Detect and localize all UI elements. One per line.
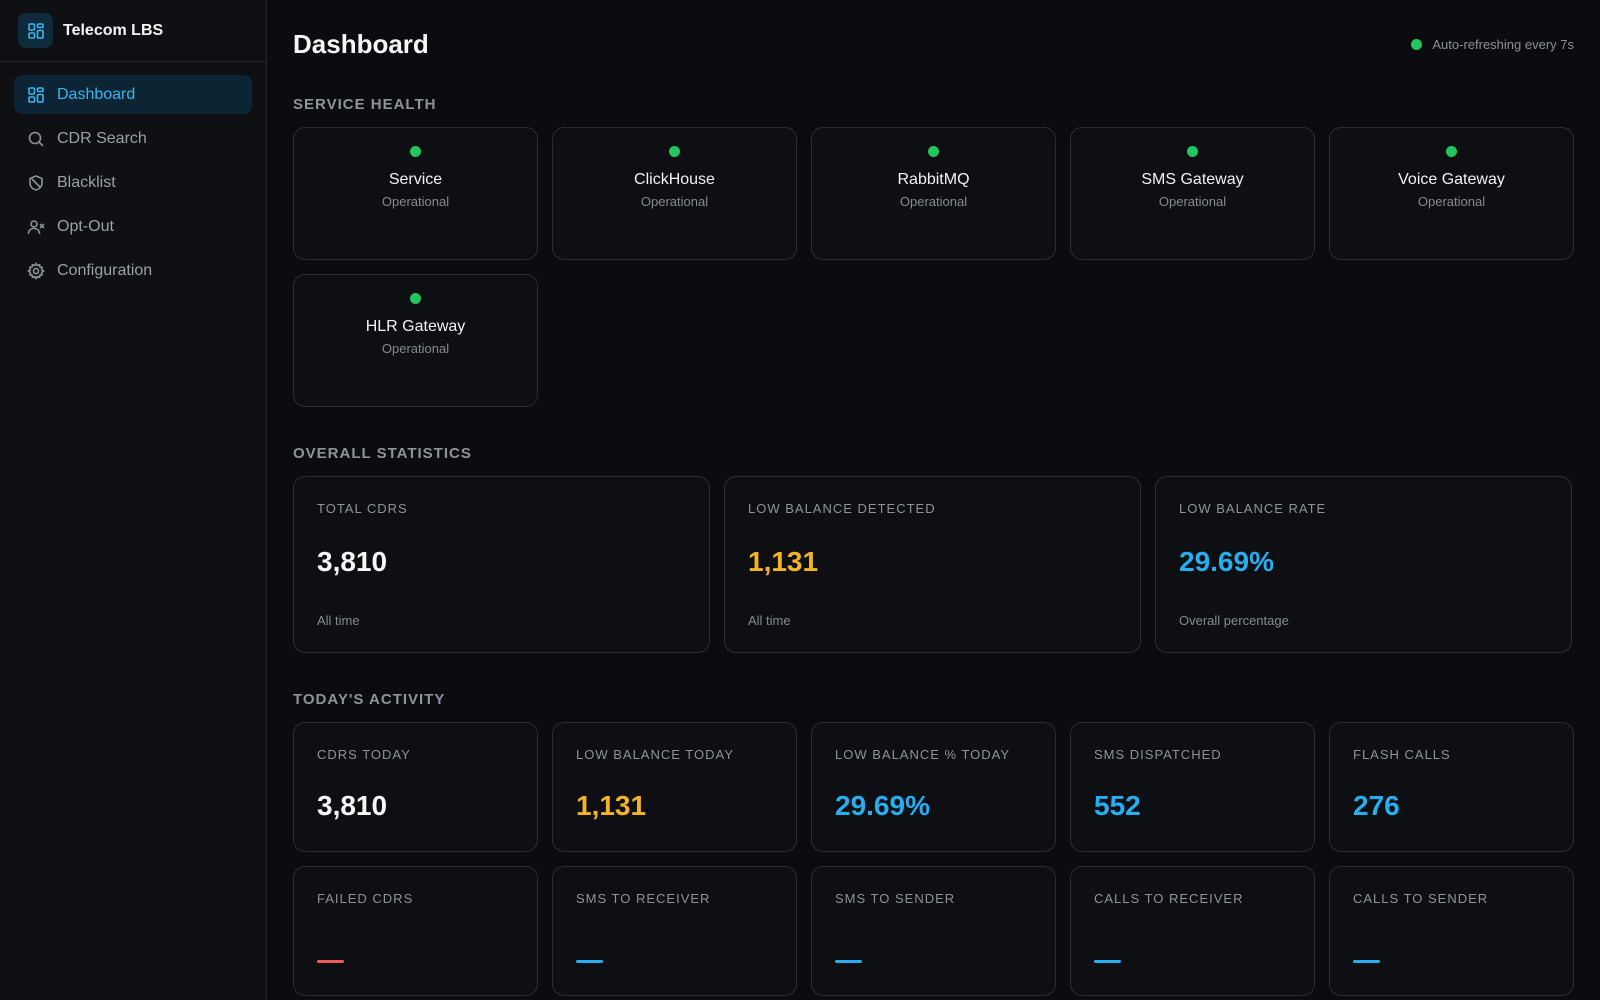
main-content: Dashboard Auto-refreshing every 7s SERVI… xyxy=(267,0,1600,1000)
status-dot-icon xyxy=(1446,146,1457,157)
brand: Telecom LBS xyxy=(0,0,266,62)
search-icon xyxy=(28,131,44,147)
stat-card-total-cdrs: TOTAL CDRS 3,810 All time xyxy=(293,476,710,653)
stat-value: 1,131 xyxy=(576,790,647,821)
service-card: SMS Gateway Operational xyxy=(1070,127,1315,260)
stat-label: LOW BALANCE % TODAY xyxy=(835,747,1011,762)
service-name: RabbitMQ xyxy=(897,171,970,188)
stat-label: SMS TO SENDER xyxy=(835,891,956,906)
service-status: Operational xyxy=(381,341,450,356)
sidebar-item-label: Configuration xyxy=(57,261,153,279)
service-status: Operational xyxy=(1158,194,1227,209)
dashboard-icon xyxy=(28,86,44,103)
stat-card-sms-to-receiver: SMS TO RECEIVER xyxy=(552,866,797,996)
stat-label: SMS DISPATCHED xyxy=(1094,747,1222,762)
stat-value: 276 xyxy=(1353,790,1400,821)
sidebar-item-label: Dashboard xyxy=(57,85,136,103)
status-dot-icon xyxy=(410,293,421,304)
stat-value: 3,810 xyxy=(317,790,388,821)
sidebar-item-dashboard[interactable]: Dashboard xyxy=(14,75,252,114)
section-title-overall-statistics: OVERALL STATISTICS xyxy=(293,445,472,462)
service-name: ClickHouse xyxy=(634,171,715,188)
status-dot-icon xyxy=(1411,38,1423,50)
service-name: Voice Gateway xyxy=(1398,171,1505,188)
stat-value: 3,810 xyxy=(317,546,388,577)
today-activity-grid: CDRS TODAY 3,810 LOW BALANCE TODAY 1,131… xyxy=(293,722,1574,996)
empty-value-dash xyxy=(1094,960,1121,963)
user-x-icon xyxy=(27,219,45,234)
stat-value: 1,131 xyxy=(748,546,819,577)
service-name: Service xyxy=(388,171,443,188)
section-title-service-health: SERVICE HEALTH xyxy=(293,96,437,113)
stat-label: CDRS TODAY xyxy=(317,747,411,762)
service-card: ClickHouse Operational xyxy=(552,127,797,260)
stat-label: CALLS TO RECEIVER xyxy=(1094,891,1244,906)
service-status: Operational xyxy=(899,194,968,209)
auto-refresh-indicator: Auto-refreshing every 7s xyxy=(1411,37,1574,52)
stat-card-low-balance-today: LOW BALANCE TODAY 1,131 xyxy=(552,722,797,852)
stat-value: 552 xyxy=(1094,790,1141,821)
service-health-grid: Service Operational ClickHouse Operation… xyxy=(293,127,1574,407)
stat-card-sms-to-sender: SMS TO SENDER xyxy=(811,866,1056,996)
stat-subtext: All time xyxy=(748,613,791,628)
stat-subtext: Overall percentage xyxy=(1179,613,1289,628)
status-dot-icon xyxy=(928,146,939,157)
stat-label: LOW BALANCE TODAY xyxy=(576,747,734,762)
sidebar-nav: Dashboard CDR Search Blacklist Opt-O xyxy=(0,62,266,303)
empty-value-dash xyxy=(1353,960,1380,963)
service-card: HLR Gateway Operational xyxy=(293,274,538,407)
stat-label: FAILED CDRS xyxy=(317,891,414,906)
sidebar-item-label: CDR Search xyxy=(57,129,147,147)
service-card: Voice Gateway Operational xyxy=(1329,127,1574,260)
empty-value-dash xyxy=(835,960,862,963)
sidebar-item-opt-out[interactable]: Opt-Out xyxy=(14,207,252,246)
overall-stats-grid: TOTAL CDRS 3,810 All time LOW BALANCE DE… xyxy=(293,476,1574,653)
sidebar-item-label: Opt-Out xyxy=(57,217,114,235)
stat-label: CALLS TO SENDER xyxy=(1353,891,1489,906)
sidebar: Telecom LBS Dashboard CDR Search xyxy=(0,0,267,1000)
auto-refresh-text: Auto-refreshing every 7s xyxy=(1432,36,1574,52)
empty-value-dash xyxy=(317,960,344,963)
service-status: Operational xyxy=(381,194,450,209)
stat-card-calls-to-receiver: CALLS TO RECEIVER xyxy=(1070,866,1315,996)
stat-card-low-balance-pct-today: LOW BALANCE % TODAY 29.69% xyxy=(811,722,1056,852)
status-dot-icon xyxy=(410,146,421,157)
sidebar-item-blacklist[interactable]: Blacklist xyxy=(14,163,252,202)
gear-icon xyxy=(27,261,45,280)
stat-label: FLASH CALLS xyxy=(1353,747,1451,762)
empty-value-dash xyxy=(576,960,603,963)
stat-card-failed-cdrs: FAILED CDRS xyxy=(293,866,538,996)
stat-card-calls-to-sender: CALLS TO SENDER xyxy=(1329,866,1574,996)
stat-card-low-balance-detected: LOW BALANCE DETECTED 1,131 All time xyxy=(724,476,1141,653)
status-dot-icon xyxy=(1187,146,1198,157)
status-dot-icon xyxy=(669,146,680,157)
section-title-todays-activity: TODAY'S ACTIVITY xyxy=(293,691,446,708)
stat-value: 29.69% xyxy=(835,790,930,821)
stat-subtext: All time xyxy=(317,613,360,628)
service-name: HLR Gateway xyxy=(365,318,466,335)
service-card: RabbitMQ Operational xyxy=(811,127,1056,260)
stat-label: LOW BALANCE RATE xyxy=(1179,501,1327,516)
stat-label: LOW BALANCE DETECTED xyxy=(748,501,936,516)
page-header: Dashboard Auto-refreshing every 7s xyxy=(293,0,1574,88)
sidebar-item-cdr-search[interactable]: CDR Search xyxy=(14,119,252,158)
stat-card-cdrs-today: CDRS TODAY 3,810 xyxy=(293,722,538,852)
sidebar-item-configuration[interactable]: Configuration xyxy=(14,251,252,290)
service-card: Service Operational xyxy=(293,127,538,260)
page-title: Dashboard xyxy=(293,28,429,59)
shield-off-icon xyxy=(29,174,43,191)
brand-logo-icon xyxy=(18,13,53,48)
service-status: Operational xyxy=(1417,194,1486,209)
stat-card-flash-calls: FLASH CALLS 276 xyxy=(1329,722,1574,852)
stat-label: TOTAL CDRS xyxy=(317,501,408,516)
stat-card-sms-dispatched: SMS DISPATCHED 552 xyxy=(1070,722,1315,852)
brand-name: Telecom LBS xyxy=(63,21,164,39)
stat-label: SMS TO RECEIVER xyxy=(576,891,711,906)
service-name: SMS Gateway xyxy=(1141,171,1244,188)
stat-card-low-balance-rate: LOW BALANCE RATE 29.69% Overall percenta… xyxy=(1155,476,1572,653)
sidebar-item-label: Blacklist xyxy=(57,173,116,191)
stat-value: 29.69% xyxy=(1179,546,1274,577)
service-status: Operational xyxy=(640,194,709,209)
